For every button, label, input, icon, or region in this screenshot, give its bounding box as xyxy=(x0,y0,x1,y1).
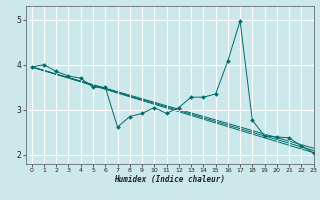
X-axis label: Humidex (Indice chaleur): Humidex (Indice chaleur) xyxy=(114,175,225,184)
